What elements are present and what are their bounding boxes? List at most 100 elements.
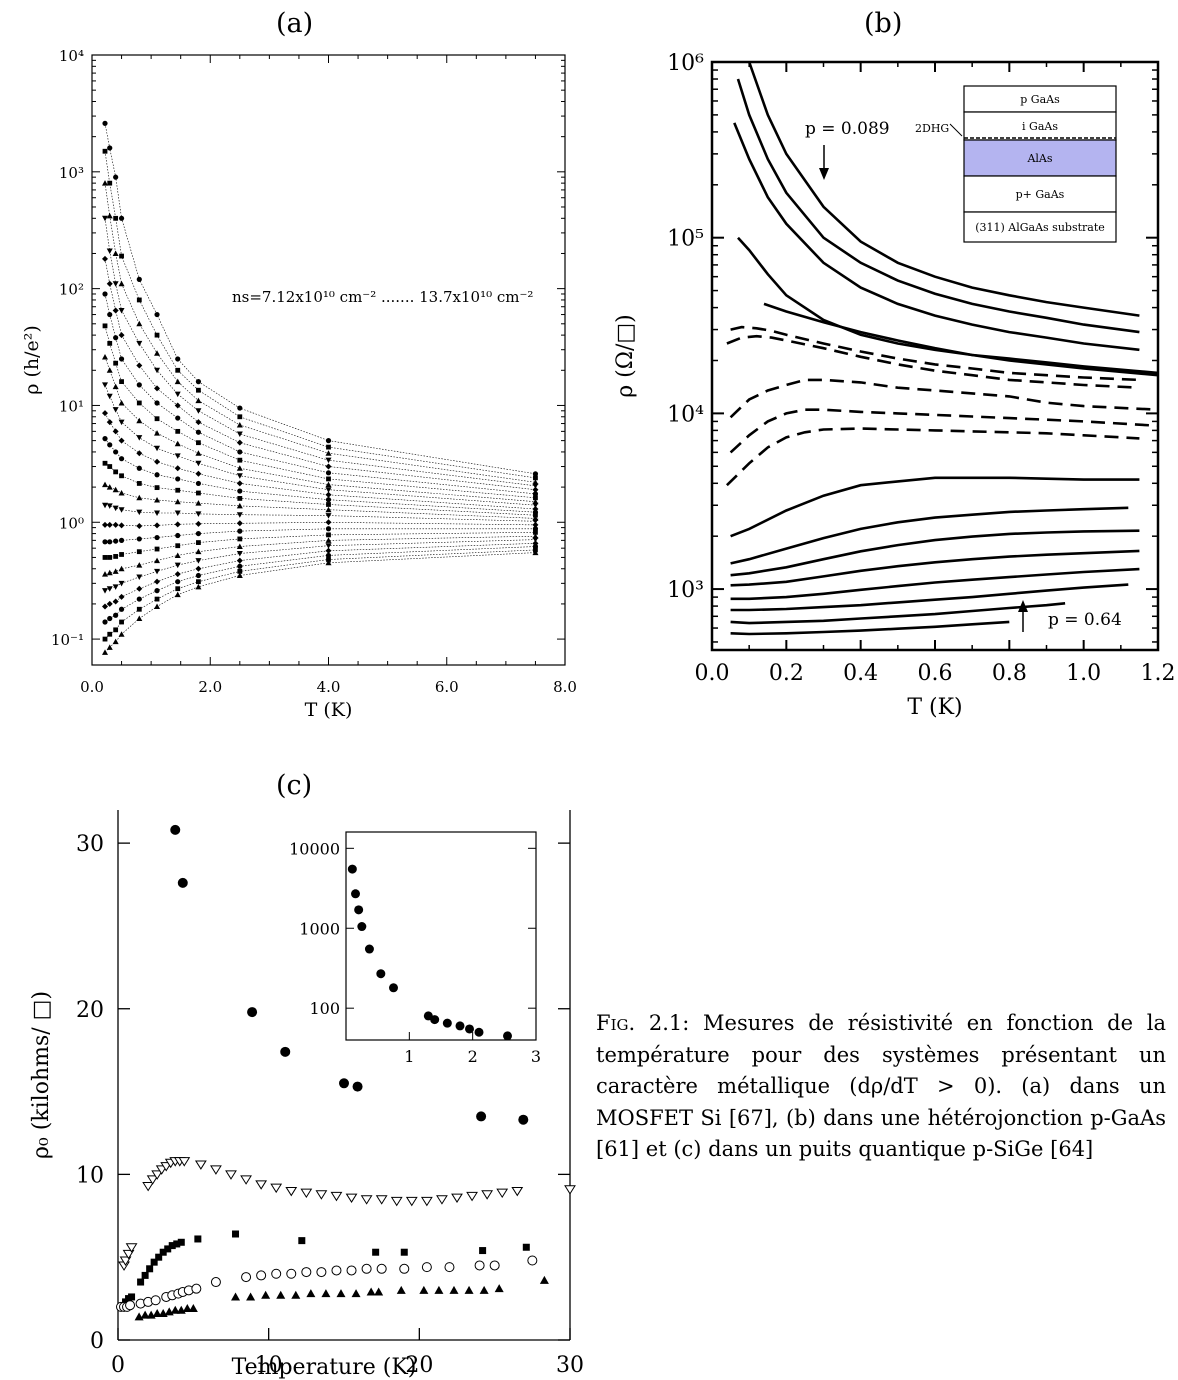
data-point (154, 588, 160, 594)
data-point (107, 145, 113, 151)
y-tick-label: 10⁴ (667, 402, 704, 427)
data-point (146, 1265, 154, 1273)
y-tick-label: 10⁶ (667, 51, 704, 76)
data-point (451, 1193, 463, 1204)
x-axis-label: T (K) (305, 699, 353, 721)
data-point (231, 1292, 241, 1301)
data-point (188, 1304, 198, 1313)
inset-data-point (455, 1021, 465, 1031)
x-tick-label: 0 (111, 1353, 125, 1378)
data-point (237, 488, 243, 494)
inset-layer-label: p+ GaAs (1016, 188, 1065, 201)
data-point (399, 1263, 410, 1274)
series-line (730, 529, 1140, 577)
data-point (174, 498, 181, 505)
data-point (195, 480, 202, 487)
data-point (112, 521, 119, 528)
data-point (240, 1175, 252, 1185)
data-point (154, 522, 161, 529)
data-point (286, 1268, 297, 1279)
inset-2dhg-label: 2DHG (915, 122, 949, 135)
data-point (118, 356, 125, 362)
data-point (107, 464, 113, 469)
data-point (175, 476, 181, 482)
data-point (195, 500, 202, 506)
data-point (119, 552, 124, 557)
data-point (113, 627, 119, 633)
data-point (102, 460, 108, 466)
data-point (118, 606, 125, 612)
inset-data-point (376, 969, 386, 979)
inset-data-point (351, 889, 360, 899)
data-point (494, 1284, 504, 1293)
y-axis-label: ρ₀ (kilohms/ □) (29, 991, 54, 1159)
data-point (210, 1277, 221, 1288)
data-point (237, 563, 243, 569)
data-point (136, 450, 143, 457)
data-point (106, 280, 113, 287)
data-point (106, 212, 113, 219)
data-point (360, 1195, 373, 1205)
data-point (325, 457, 332, 464)
x-tick-label: 0.0 (80, 678, 104, 696)
data-point (236, 557, 243, 564)
data-point (136, 574, 143, 580)
data-point (196, 579, 201, 585)
data-point (196, 540, 201, 545)
data-point (152, 1309, 162, 1317)
inset-x-tick-label: 2 (468, 1047, 478, 1066)
data-point (112, 505, 119, 512)
x-tick-label: 1.0 (1066, 661, 1101, 686)
data-point (464, 1285, 474, 1294)
data-point (256, 1270, 267, 1281)
data-point (195, 530, 202, 537)
data-point (175, 415, 181, 421)
figure-label: Fig. 2.1: (596, 1011, 690, 1035)
data-point (326, 557, 331, 562)
y-tick-label: 10³ (59, 164, 84, 182)
data-point (118, 307, 125, 314)
data-point (136, 562, 143, 568)
data-point (237, 405, 243, 411)
data-point (325, 547, 332, 554)
data-point (301, 1267, 312, 1278)
data-point (107, 180, 113, 186)
series-line (104, 549, 536, 640)
data-point (102, 636, 108, 642)
data-point (195, 460, 202, 467)
data-point (106, 586, 113, 592)
data-point (136, 465, 142, 471)
x-tick-label: 0.6 (918, 661, 953, 686)
data-point (154, 546, 160, 552)
data-point (336, 1289, 346, 1298)
inset-y-tick-label: 10000 (289, 839, 340, 858)
data-point (236, 543, 243, 550)
data-point (280, 1046, 291, 1057)
data-point (168, 1242, 176, 1250)
data-point (195, 583, 202, 590)
data-point (325, 552, 332, 559)
data-point (175, 543, 181, 549)
inset-data-point (364, 944, 374, 954)
y-tick-label: 0 (90, 1329, 104, 1354)
series-line (725, 427, 1140, 487)
data-point (106, 569, 113, 576)
data-point (112, 486, 119, 493)
data-point (532, 549, 539, 556)
data-point (174, 440, 181, 447)
panel-a-label: (a) (276, 8, 314, 39)
data-point (118, 280, 125, 287)
data-point (106, 503, 113, 509)
data-point (102, 215, 109, 222)
data-point (102, 120, 108, 126)
data-point (479, 1285, 489, 1294)
data-point (174, 453, 181, 459)
data-point (154, 311, 160, 318)
chart-c: 00 10 10 20 20 30 30 1 2 3 100 1000 10000 Temperature… (29, 810, 584, 1380)
data-point (106, 367, 113, 373)
data-point (522, 1243, 530, 1251)
data-point (496, 1188, 509, 1199)
data-point (118, 399, 125, 406)
series-line (104, 183, 536, 483)
data-point (182, 1304, 192, 1313)
